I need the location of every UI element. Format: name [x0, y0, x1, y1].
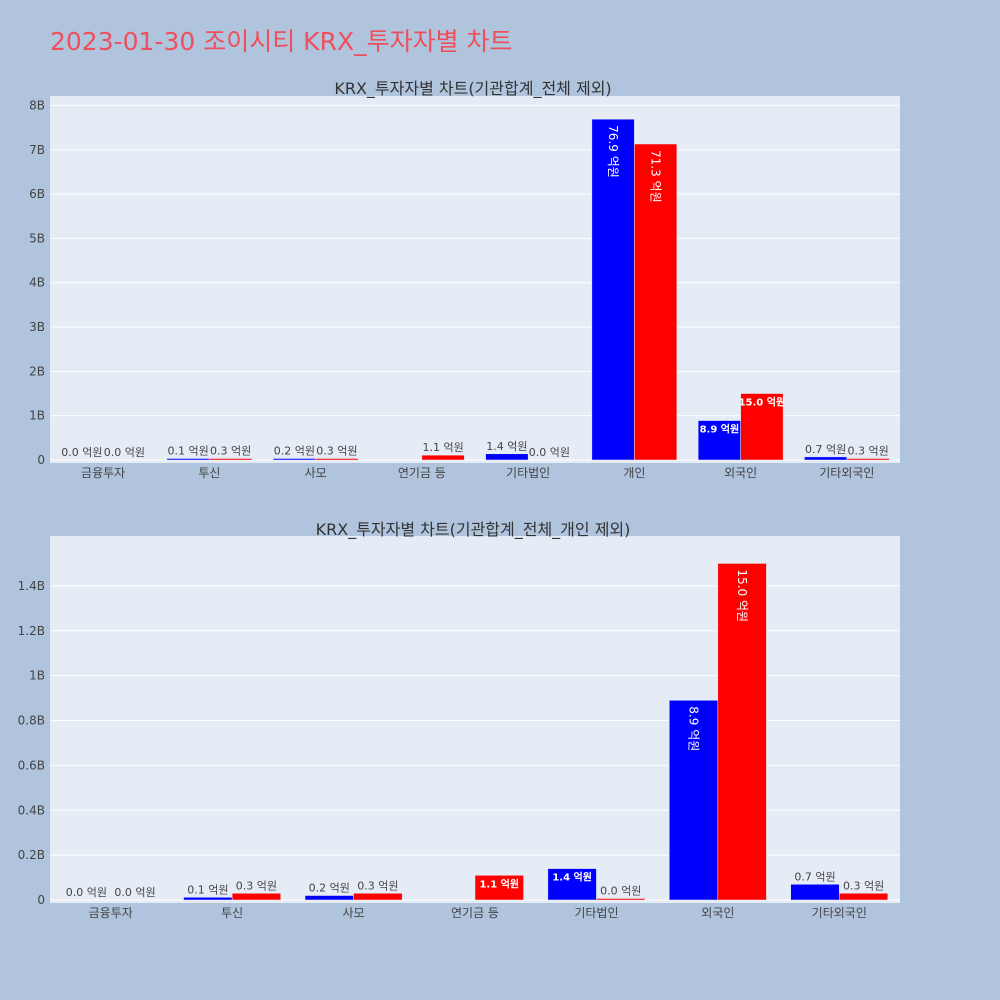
data-label: 1.4 억원: [486, 440, 527, 453]
data-label: 0.0 억원: [114, 886, 155, 899]
data-label: 0.3 억원: [843, 879, 884, 892]
data-label: 0.1 억원: [187, 883, 228, 896]
chart-top: KRX_투자자별 차트(기관합계_전체 제외) 0 1B 2B 3B 4B 5B 6B 7B 8B…: [29, 79, 900, 480]
x-tick-label: 연기금 등: [451, 906, 499, 920]
bar-buy: [485, 453, 529, 461]
bar-buy: [697, 420, 741, 461]
data-label: 0.2 억원: [274, 445, 315, 458]
x-tick-label: 금융투자: [89, 906, 133, 920]
bar-sell: [717, 563, 767, 901]
bar-buy: [790, 884, 840, 901]
data-label: 0.7 억원: [805, 443, 846, 456]
y-tick-label: 1B: [29, 409, 45, 423]
data-label: 1.4 억원: [552, 871, 592, 884]
x-tick-label: 기타법인: [574, 906, 618, 920]
data-label: 15.0 억원: [739, 396, 786, 409]
data-label: 1.1 억원: [479, 877, 519, 890]
data-label: 0.3 억원: [316, 445, 357, 458]
x-tick-label: 투신: [221, 906, 243, 920]
data-label: 0.3 억원: [210, 445, 251, 458]
x-tick-label: 기타법인: [506, 466, 550, 480]
y-tick-label: 8B: [29, 98, 45, 112]
y-tick-label: 1.4B: [18, 579, 45, 593]
bar-buy: [304, 895, 354, 901]
x-tick-label: 투신: [198, 466, 220, 480]
data-label: 0.3 억원: [236, 879, 277, 892]
data-label: 0.0 억원: [104, 446, 145, 459]
y-tick-label: 0.2B: [18, 848, 45, 862]
data-label: 0.0 억원: [529, 446, 570, 459]
bar-sell: [474, 875, 524, 901]
y-tick-label: 0: [37, 453, 45, 467]
data-label: 0.7 억원: [794, 870, 835, 883]
data-label: 0.0 억원: [600, 885, 641, 898]
data-label: 0.3 억원: [357, 879, 398, 892]
y-tick-label: 1B: [29, 669, 45, 683]
y-tick-label: 2B: [29, 364, 45, 378]
x-tick-label: 사모: [305, 466, 327, 480]
data-label: 8.9 억원: [700, 423, 740, 436]
data-label: 8.9 억원: [687, 706, 701, 751]
chart-title: KRX_투자자별 차트(기관합계_전체_개인 제외): [316, 520, 631, 540]
bar-sell: [846, 458, 890, 461]
y-tick-label: 6B: [29, 187, 45, 201]
x-tick-label: 개인: [623, 466, 645, 480]
bar-buy: [669, 700, 719, 901]
bar-sell: [596, 898, 646, 901]
x-tick-label: 사모: [343, 906, 365, 920]
bar-sell: [421, 454, 465, 461]
bar-sell: [209, 458, 253, 461]
data-label: 0.2 억원: [309, 882, 350, 895]
chart-bottom: KRX_투자자별 차트(기관합계_전체_개인 제외) 0 0.2B 0.4B 0.6B 0…: [18, 520, 900, 920]
y-tick-label: 3B: [29, 320, 45, 334]
bar-buy: [272, 458, 316, 461]
bar-sell: [315, 458, 359, 461]
chart-title: KRX_투자자별 차트(기관합계_전체 제외): [334, 79, 611, 99]
y-tick-label: 7B: [29, 143, 45, 157]
bar-buy: [547, 868, 597, 901]
y-tick-label: 4B: [29, 276, 45, 290]
y-tick-label: 0.6B: [18, 758, 45, 772]
bar-sell: [353, 893, 403, 901]
x-tick-label: 연기금 등: [398, 466, 446, 480]
data-label: 0.1 억원: [168, 445, 209, 458]
x-tick-label: 외국인: [724, 466, 757, 480]
y-tick-label: 5B: [29, 231, 45, 245]
bar-buy: [591, 118, 635, 461]
bar-buy: [804, 456, 848, 461]
y-tick-label: 0.8B: [18, 714, 45, 728]
data-label: 76.9 억원: [606, 125, 620, 178]
x-tick-label: 기타외국인: [812, 906, 867, 920]
y-tick-label: 0.4B: [18, 803, 45, 817]
x-tick-label: 기타외국인: [819, 466, 874, 480]
plot-area: [50, 536, 900, 903]
data-label: 0.3 억원: [848, 445, 889, 458]
y-tick-label: 1.2B: [18, 624, 45, 638]
bar-sell: [740, 393, 784, 461]
bar-buy: [166, 458, 210, 461]
x-tick-label: 외국인: [701, 906, 734, 920]
bar-sell: [839, 893, 889, 901]
bar-sell: [231, 893, 281, 901]
y-tick-label: 0: [37, 893, 45, 907]
data-label: 71.3 억원: [649, 150, 663, 203]
data-label: 0.0 억원: [66, 886, 107, 899]
x-tick-label: 금융투자: [81, 466, 125, 480]
page-title: 2023-01-30 조이시티 KRX_투자자별 차트: [50, 27, 513, 56]
bar-buy: [183, 897, 233, 901]
data-label: 0.0 억원: [61, 446, 102, 459]
data-label: 1.1 억원: [423, 441, 464, 454]
data-label: 15.0 억원: [735, 569, 749, 622]
bar-sell: [634, 143, 678, 461]
